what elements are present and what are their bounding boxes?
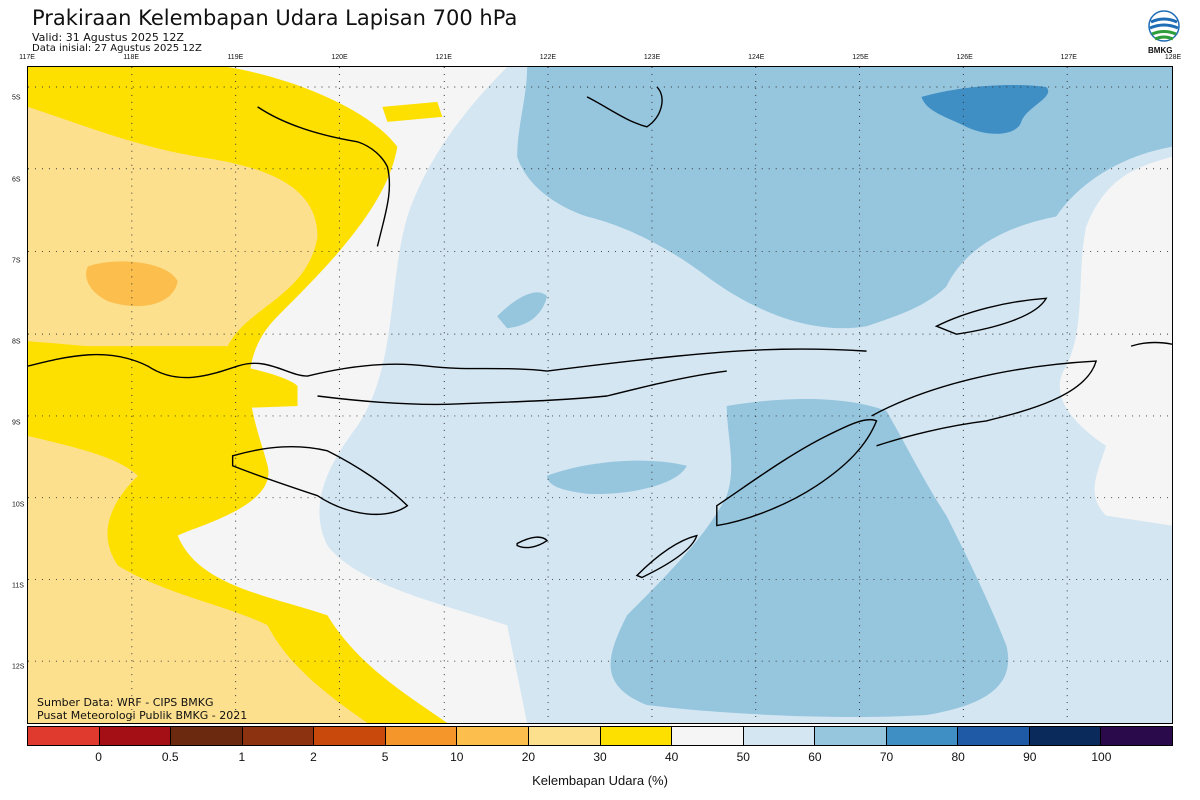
- colorbar-tick-label: 40: [664, 750, 679, 764]
- colorbar-tick-label: 90: [1023, 750, 1037, 764]
- colorbar-tick-label: 0.5: [161, 750, 179, 764]
- colorbar-swatch: [385, 727, 458, 745]
- map-grid: [28, 67, 1172, 723]
- colorbar-swatch: [242, 727, 315, 745]
- colorbar-swatch: [600, 727, 673, 745]
- lon-label: 119E: [227, 54, 244, 61]
- east-island: [1130, 341, 1172, 347]
- data-source: Sumber Data: WRF - CIPS BMKG: [37, 696, 214, 709]
- lon-label: 117E: [19, 54, 35, 61]
- field-70-80: [921, 84, 1049, 134]
- colorbar-tick-label: 10: [450, 750, 464, 764]
- colorbar: [27, 726, 1173, 746]
- lon-label: 121E: [435, 54, 452, 61]
- colorbar-tick-label: 2: [310, 750, 317, 764]
- flores-islands: [28, 348, 867, 379]
- colorbar-swatch: [99, 727, 172, 745]
- colorbar-tick-label: 5: [381, 750, 389, 764]
- colorbar-tick-label: 30: [593, 750, 607, 764]
- field-60-70-b: [497, 292, 548, 329]
- lat-label: 5S: [12, 94, 21, 102]
- lon-label: 123E: [643, 54, 661, 61]
- lon-label: 125E: [852, 54, 869, 61]
- colorbar-swatch: [528, 727, 601, 745]
- flores-south: [317, 370, 727, 406]
- colorbar-swatch: [958, 727, 1030, 745]
- lon-label: 124E: [748, 54, 765, 61]
- lat-label: 11S: [12, 582, 24, 590]
- lat-label: 6S: [12, 176, 21, 184]
- colorbar-swatch: [1029, 727, 1102, 745]
- buton-islands: [586, 86, 663, 128]
- colorbar-swatch: [815, 727, 887, 745]
- colorbar-tick-label: 100: [1091, 750, 1112, 764]
- timor-border: [871, 360, 1098, 447]
- publisher: Pusat Meteorologi Publik BMKG - 2021: [37, 709, 248, 722]
- lon-label: 118E: [123, 54, 140, 61]
- field-30-40-strip: [382, 101, 443, 122]
- timor-island: [716, 419, 878, 527]
- colorbar-swatch: [743, 727, 816, 745]
- field-20-30-b: [28, 435, 368, 723]
- colorbar-swatch: [672, 727, 744, 745]
- colorbar-swatch: [457, 727, 529, 745]
- field-60-70-c: [610, 399, 1009, 717]
- colorbar-swatch: [886, 727, 959, 745]
- rote-island: [635, 534, 698, 579]
- colorbar-tick-label: 20: [521, 750, 536, 764]
- colorbar-swatch: [314, 727, 386, 745]
- sumba-island: [231, 446, 409, 516]
- humidity-map: [27, 66, 1173, 724]
- lon-label: 122E: [539, 54, 557, 61]
- colorbar-swatch: [1101, 727, 1172, 745]
- colorbar-tick-label: 1: [238, 750, 246, 764]
- lon-label: 128E: [1164, 54, 1182, 61]
- savu-island: [516, 536, 549, 549]
- colorbar-tick-label: 70: [879, 750, 894, 764]
- wetar-island: [934, 297, 1048, 335]
- lon-label: 120E: [331, 54, 348, 61]
- lon-label: 126E: [956, 54, 973, 61]
- lat-label: 7S: [12, 257, 21, 265]
- colorbar-tick-label: 50: [736, 750, 750, 764]
- valid-time: Valid: 31 Agustus 2025 12Z: [32, 31, 184, 44]
- logo-text: BMKG: [1148, 46, 1173, 55]
- lat-label: 8S: [12, 338, 21, 346]
- bmkg-logo-icon: [1148, 10, 1180, 42]
- field-60-70-d: [547, 460, 687, 494]
- field-40-50-east: [1059, 156, 1172, 526]
- colorbar-swatch: [171, 727, 243, 745]
- colorbar-tick-label: 80: [951, 750, 965, 764]
- colorbar-title: Kelembapan Udara (%): [532, 773, 668, 788]
- field-60-70: [517, 67, 1172, 329]
- colorbar-swatch: [28, 727, 100, 745]
- lat-label: 12S: [12, 663, 25, 671]
- sulawesi-coast: [257, 106, 391, 247]
- coastlines: [28, 86, 1172, 579]
- lat-label: 10S: [12, 501, 25, 509]
- colorbar-tick-label: 60: [808, 750, 822, 764]
- lat-label: 9S: [12, 419, 21, 427]
- colorbar-tick-label: 0: [95, 750, 102, 764]
- init-time: Data inisial: 27 Agustus 2025 12Z: [32, 43, 202, 54]
- field-30-40-west: [28, 341, 298, 416]
- lon-label: 127E: [1060, 54, 1077, 61]
- map-title: Prakiraan Kelembapan Udara Lapisan 700 h…: [32, 6, 518, 30]
